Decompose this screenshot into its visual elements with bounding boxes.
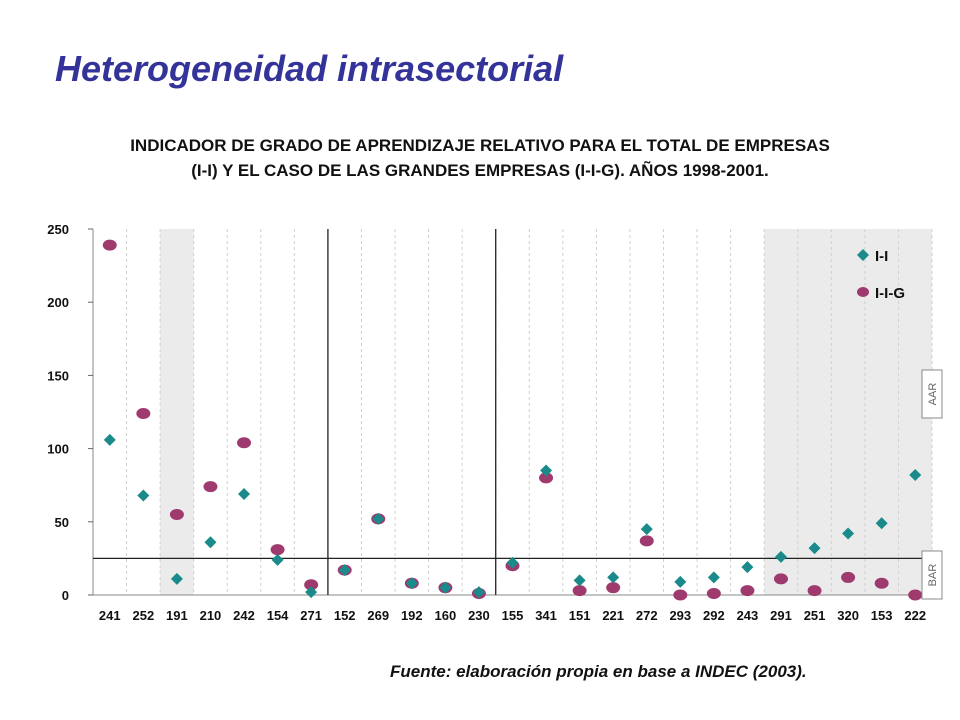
side-label-bar: BAR (927, 564, 939, 587)
x-tick-label-6: 271 (300, 608, 322, 623)
point-i-i-g-291 (773, 573, 788, 585)
y-tick-label-2: 100 (47, 442, 69, 457)
x-tick-label-10: 160 (435, 608, 457, 623)
point-i-i-221 (607, 571, 620, 584)
point-i-i-g-210 (203, 481, 218, 493)
point-i-i-271 (305, 586, 318, 599)
x-tick-label-18: 292 (703, 608, 725, 623)
x-tick-label-14: 151 (569, 608, 591, 623)
point-i-i-160 (439, 581, 452, 594)
legend-label-i-i: I-I (875, 248, 888, 265)
shaded-region-1 (764, 229, 932, 595)
x-tick-label-17: 293 (669, 608, 691, 623)
point-i-i-152 (338, 564, 351, 577)
x-tick-label-22: 320 (837, 608, 859, 623)
point-i-i-151 (573, 574, 586, 587)
x-tick-label-24: 222 (904, 608, 926, 623)
x-tick-label-0: 241 (99, 608, 121, 623)
x-tick-label-16: 272 (636, 608, 658, 623)
chart-title: INDICADOR DE GRADO DE APRENDIZAJE RELATI… (20, 133, 940, 183)
y-tick-label-0: 0 (62, 588, 69, 603)
legend-label-i-i-g: I-I-G (875, 285, 905, 302)
point-i-i-269 (372, 512, 385, 525)
chart-title-line-2: (I-I) Y EL CASO DE LAS GRANDES EMPRESAS … (191, 161, 769, 180)
x-tick-label-7: 152 (334, 608, 356, 623)
x-tick-label-20: 291 (770, 608, 792, 623)
point-i-i-241 (103, 433, 116, 446)
x-tick-label-2: 191 (166, 608, 188, 623)
point-i-i-272 (640, 523, 653, 536)
point-i-i-g-341 (539, 472, 554, 484)
point-i-i-252 (137, 489, 150, 502)
point-i-i-g-243 (740, 585, 755, 597)
x-tick-label-3: 210 (200, 608, 222, 623)
point-i-i-g-271 (304, 579, 319, 591)
point-i-i-251 (808, 542, 821, 555)
x-tick-label-21: 251 (804, 608, 826, 623)
source-note: Fuente: elaboración propia en base a IND… (390, 662, 807, 681)
x-tick-label-8: 269 (367, 608, 389, 623)
point-i-i-g-252 (136, 407, 151, 419)
point-i-i-g-154 (270, 544, 285, 556)
point-i-i-210 (204, 536, 217, 549)
point-i-i-g-191 (169, 508, 184, 520)
point-i-i-g-293 (673, 589, 688, 601)
point-i-i-g-151 (572, 585, 587, 597)
point-i-i-g-320 (841, 571, 856, 583)
chart-title-line-1: INDICADOR DE GRADO DE APRENDIZAJE RELATI… (130, 136, 830, 155)
x-tick-label-1: 252 (132, 608, 154, 623)
x-tick-label-9: 192 (401, 608, 423, 623)
point-i-i-243 (741, 561, 754, 574)
x-tick-label-15: 221 (602, 608, 624, 623)
x-tick-label-19: 243 (737, 608, 759, 623)
point-i-i-154 (271, 553, 284, 566)
point-i-i-g-242 (237, 437, 252, 449)
point-i-i-g-221 (606, 582, 621, 594)
x-tick-label-5: 154 (267, 608, 289, 623)
point-i-i-320 (842, 527, 855, 540)
side-box-bar (921, 550, 943, 600)
y-tick-label-3: 150 (47, 368, 69, 383)
point-i-i-242 (238, 487, 251, 500)
y-tick-label-4: 200 (47, 295, 69, 310)
point-i-i-155 (506, 556, 519, 569)
legend-marker-i-i (857, 249, 869, 261)
point-i-i-153 (875, 517, 888, 530)
point-i-i-291 (774, 550, 787, 563)
y-tick-label-1: 50 (55, 515, 69, 530)
side-box-aar (921, 369, 943, 419)
x-tick-label-11: 230 (468, 608, 490, 623)
point-i-i-191 (170, 572, 183, 585)
x-tick-label-4: 242 (233, 608, 255, 623)
point-i-i-g-153 (874, 577, 889, 589)
point-i-i-230 (472, 586, 485, 599)
y-tick-label-5: 250 (47, 222, 69, 237)
point-i-i-g-241 (102, 239, 117, 251)
shaded-region-0 (160, 229, 194, 595)
point-i-i-g-292 (706, 588, 721, 600)
point-i-i-292 (707, 571, 720, 584)
point-i-i-341 (540, 464, 553, 477)
point-i-i-g-251 (807, 585, 822, 597)
point-i-i-293 (674, 575, 687, 588)
side-label-aar: AAR (927, 383, 939, 406)
x-tick-label-23: 153 (871, 608, 893, 623)
x-tick-label-13: 341 (535, 608, 557, 623)
point-i-i-g-272 (639, 535, 654, 547)
point-i-i-192 (405, 577, 418, 590)
point-i-i-222 (909, 468, 922, 481)
x-tick-label-12: 155 (502, 608, 524, 623)
legend-marker-i-i-g (857, 287, 869, 297)
slide-title: Heterogeneidad intrasectorial (55, 48, 564, 89)
point-i-i-g-222 (908, 589, 923, 601)
